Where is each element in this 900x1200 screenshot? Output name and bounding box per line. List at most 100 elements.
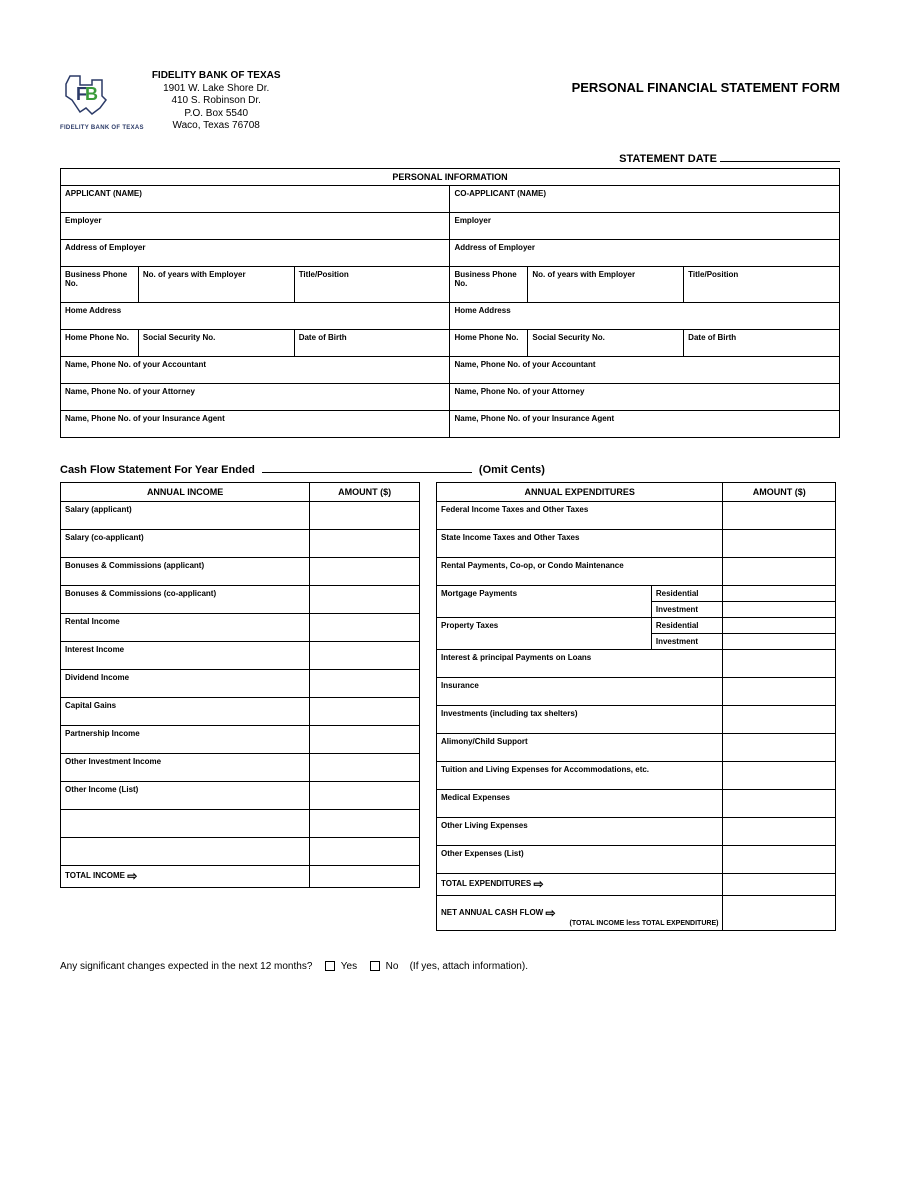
coapplicant-accountant[interactable]: Name, Phone No. of your Accountant [450,356,840,383]
arrow-right-icon: ⇨ [127,869,137,883]
income-row-amount[interactable] [310,501,420,529]
bank-name: FIDELITY BANK OF TEXAS [152,70,281,83]
expend-row-amount[interactable] [723,677,836,705]
income-row-amount[interactable] [310,837,420,865]
applicant-ssn[interactable]: Social Security No. [138,329,294,356]
expend-row-label: Interest & principal Payments on Loans [437,649,723,677]
applicant-home-addr[interactable]: Home Address [61,302,450,329]
logo-caption: FIDELITY BANK OF TEXAS [60,125,144,131]
expend-row-amount[interactable] [723,557,836,585]
bank-addr2: 410 S. Robinson Dr. [152,95,281,108]
applicant-employer-addr[interactable]: Address of Employer [61,239,450,266]
expend-row-label: Tuition and Living Expenses for Accommod… [437,761,723,789]
coapplicant-name-cell[interactable]: CO-APPLICANT (NAME) [450,185,840,212]
coapplicant-bus-phone[interactable]: Business Phone No. [450,266,528,302]
expend-sub-amount[interactable] [723,634,835,649]
yes-checkbox[interactable] [325,961,335,971]
statement-date-input[interactable] [720,161,840,162]
income-row-amount[interactable] [310,809,420,837]
statement-date-label: STATEMENT DATE [619,153,717,165]
expend-row-amount[interactable] [723,761,836,789]
applicant-dob[interactable]: Date of Birth [294,329,450,356]
income-row-amount[interactable] [310,725,420,753]
coapplicant-dob[interactable]: Date of Birth [684,329,840,356]
income-row-amount[interactable] [310,585,420,613]
income-row-amount[interactable] [310,557,420,585]
applicant-title[interactable]: Title/Position [294,266,450,302]
coapplicant-years[interactable]: No. of years with Employer [528,266,684,302]
expend-row-amount[interactable] [723,617,836,649]
expend-row-amount[interactable] [723,649,836,677]
arrow-right-icon: ⇨ [533,877,543,891]
applicant-years[interactable]: No. of years with Employer [138,266,294,302]
applicant-insurance[interactable]: Name, Phone No. of your Insurance Agent [61,410,450,437]
expend-row-amount[interactable] [723,501,836,529]
arrow-right-icon: ⇨ [545,906,555,920]
income-row-amount[interactable] [310,529,420,557]
income-row-label: Other Investment Income [61,753,310,781]
total-income-box[interactable] [310,865,420,887]
applicant-employer[interactable]: Employer [61,212,450,239]
coapplicant-employer-addr[interactable]: Address of Employer [450,239,840,266]
coapplicant-home-phone[interactable]: Home Phone No. [450,329,528,356]
expend-sub-cell: ResidentialInvestment [651,617,723,649]
income-row-amount[interactable] [310,613,420,641]
expend-sub-label: Investment [652,634,723,649]
coapplicant-ssn[interactable]: Social Security No. [528,329,684,356]
no-checkbox[interactable] [370,961,380,971]
income-row-amount[interactable] [310,669,420,697]
expend-header: ANNUAL EXPENDITURES [437,482,723,501]
cashflow-year-input[interactable] [262,472,472,473]
expend-row-amount[interactable] [723,845,836,873]
form-title: PERSONAL FINANCIAL STATEMENT FORM [572,80,840,95]
applicant-attorney[interactable]: Name, Phone No. of your Attorney [61,383,450,410]
expend-row-label: Rental Payments, Co-op, or Condo Mainten… [437,557,723,585]
texas-logo-icon: F B [60,70,110,120]
expend-row-amount[interactable] [723,705,836,733]
expend-sub-amount[interactable] [723,586,835,602]
expend-row-label: State Income Taxes and Other Taxes [437,529,723,557]
bank-address: FIDELITY BANK OF TEXAS 1901 W. Lake Shor… [152,70,281,133]
applicant-home-phone[interactable]: Home Phone No. [61,329,139,356]
personal-info-table: PERSONAL INFORMATION APPLICANT (NAME) CO… [60,168,840,438]
income-row-label [61,837,310,865]
income-row-amount[interactable] [310,641,420,669]
header-row: F B FIDELITY BANK OF TEXAS FIDELITY BANK… [60,70,840,133]
income-row-amount[interactable] [310,697,420,725]
coapplicant-insurance[interactable]: Name, Phone No. of your Insurance Agent [450,410,840,437]
expend-sub-label: Residential [652,586,723,602]
applicant-accountant[interactable]: Name, Phone No. of your Accountant [61,356,450,383]
logo-block: F B FIDELITY BANK OF TEXAS FIDELITY BANK… [60,70,281,133]
income-row-amount[interactable] [310,781,420,809]
total-expend-text: TOTAL EXPENDITURES [441,879,531,888]
expend-amount-header: AMOUNT ($) [723,482,836,501]
income-row-label: Other Income (List) [61,781,310,809]
coapplicant-home-addr[interactable]: Home Address [450,302,840,329]
expend-row-amount[interactable] [723,733,836,761]
income-row-label: Salary (co-applicant) [61,529,310,557]
income-row-label: Salary (applicant) [61,501,310,529]
coapplicant-title[interactable]: Title/Position [684,266,840,302]
applicant-name-cell[interactable]: APPLICANT (NAME) [61,185,450,212]
footer-question-text: Any significant changes expected in the … [60,961,312,972]
applicant-bus-phone[interactable]: Business Phone No. [61,266,139,302]
bank-addr1: 1901 W. Lake Shore Dr. [152,83,281,96]
personal-info-header: PERSONAL INFORMATION [61,168,840,185]
expend-row-amount[interactable] [723,529,836,557]
coapplicant-employer[interactable]: Employer [450,212,840,239]
expend-row-amount[interactable] [723,585,836,617]
net-flow-text: NET ANNUAL CASH FLOW [441,908,543,917]
expend-row-amount[interactable] [723,817,836,845]
net-flow-note: (TOTAL INCOME less TOTAL EXPENDITURE) [441,920,718,927]
form-page: F B FIDELITY BANK OF TEXAS FIDELITY BANK… [0,0,900,1012]
footer-question: Any significant changes expected in the … [60,961,840,972]
expend-sub-amount[interactable] [723,602,835,617]
net-flow-box[interactable] [723,895,836,930]
expend-row-amount[interactable] [723,789,836,817]
total-expend-box[interactable] [723,873,836,895]
svg-text:B: B [85,84,98,104]
income-row-amount[interactable] [310,753,420,781]
coapplicant-attorney[interactable]: Name, Phone No. of your Attorney [450,383,840,410]
cashflow-tables: ANNUAL INCOME AMOUNT ($) Salary (applica… [60,482,840,931]
expend-sub-amount[interactable] [723,618,835,634]
